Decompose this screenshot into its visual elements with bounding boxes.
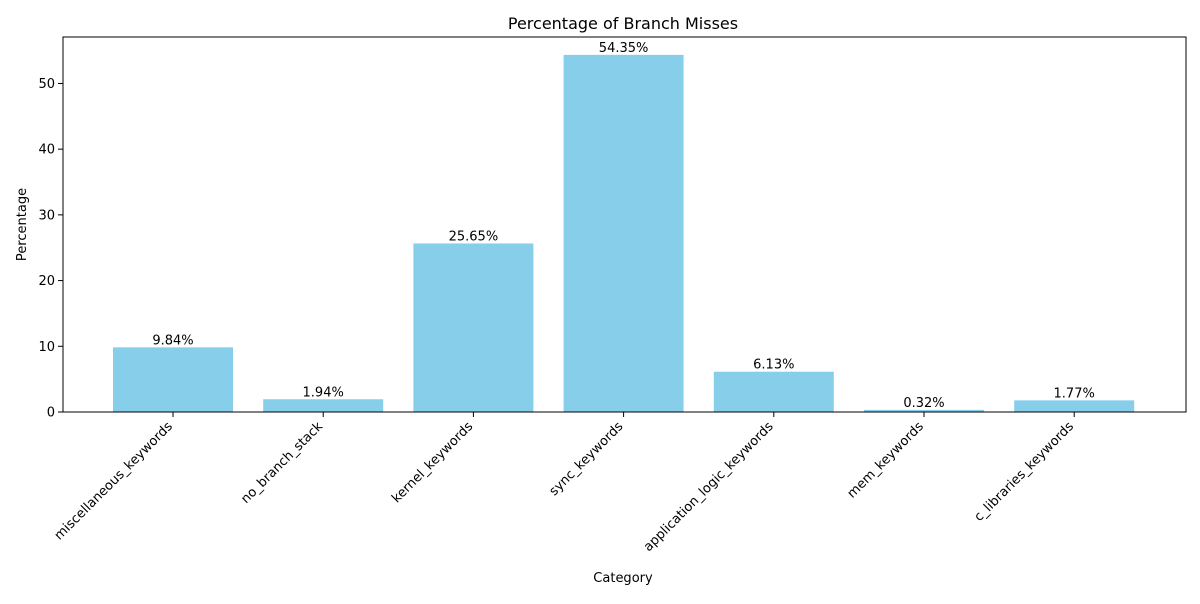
data-label-c_libraries_keywords: 1.77% [1054, 386, 1095, 401]
y-tick-label: 40 [38, 143, 55, 158]
y-tick-label: 10 [38, 340, 55, 355]
x-tick-label-sync_keywords: sync_keywords [547, 419, 627, 499]
x-axis-title: Category [593, 571, 653, 586]
data-label-sync_keywords: 54.35% [599, 41, 649, 56]
x-tick-label-application_logic_keywords: application_logic_keywords [641, 419, 777, 555]
x-tick-label-c_libraries_keywords: c_libraries_keywords [972, 419, 1078, 525]
bar-kernel_keywords [413, 243, 534, 412]
x-axis: miscellaneous_keywords no_branch_stack ker… [52, 412, 1078, 555]
bar-sync_keywords [563, 54, 684, 413]
data-label-no_branch_stack: 1.94% [303, 385, 344, 400]
bar-mem_keywords [864, 409, 984, 412]
plot-frame [62, 36, 1187, 413]
bars-layer [113, 54, 1135, 413]
data-label-kernel_keywords: 25.65% [449, 229, 499, 244]
bar-application_logic_keywords [713, 371, 834, 412]
data-label-mem_keywords: 0.32% [903, 396, 944, 411]
bar-c_libraries_keywords [1014, 400, 1135, 412]
y-tick-label: 20 [38, 274, 55, 289]
y-axis: 0 10 20 30 40 50 [38, 77, 63, 421]
y-tick-label: 0 [47, 406, 55, 421]
data-label-application_logic_keywords: 6.13% [753, 358, 794, 373]
x-tick-label-miscellaneous_keywords: miscellaneous_keywords [52, 419, 176, 543]
chart-title: Percentage of Branch Misses [508, 14, 738, 33]
bar-no_branch_stack [263, 399, 384, 412]
data-label-miscellaneous_keywords: 9.84% [152, 333, 193, 348]
data-labels-layer: 9.84% 1.94% 25.65% 54.35% 6.13% 0.32% 1.77% [152, 41, 1095, 411]
y-axis-title: Percentage [15, 188, 30, 261]
y-tick-label: 30 [38, 208, 55, 223]
x-tick-label-mem_keywords: mem_keywords [845, 419, 927, 501]
x-tick-label-no_branch_stack: no_branch_stack [238, 419, 326, 507]
bar-miscellaneous_keywords [113, 347, 233, 412]
x-tick-label-kernel_keywords: kernel_keywords [389, 419, 476, 506]
y-tick-label: 50 [38, 77, 55, 92]
